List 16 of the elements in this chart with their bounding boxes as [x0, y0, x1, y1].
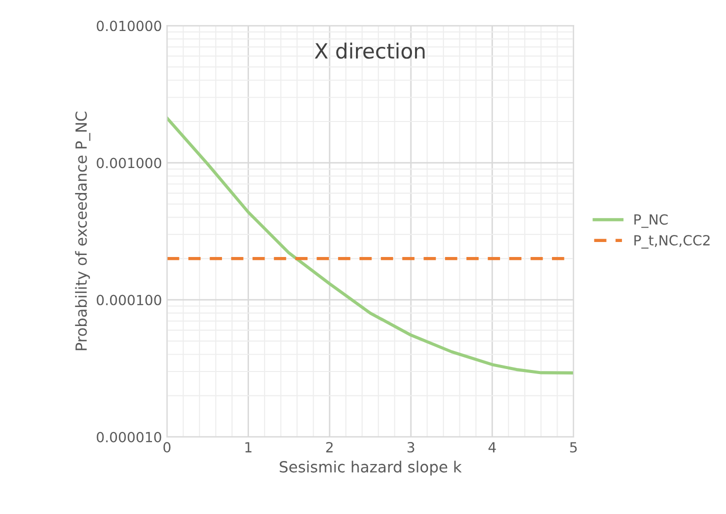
text: X direction [314, 42, 425, 59]
x-tick-label: 3 [408, 442, 414, 453]
x-axis-title: Sesismic hazard slope k [280, 460, 462, 476]
y-tick-label: 0.010000 [96, 20, 162, 32]
legend-label: P_NC [634, 214, 668, 228]
x-tick-label: 5 [570, 442, 577, 453]
y-tick-label: 0.001000 [96, 158, 162, 168]
y-axis-title: Probability of exceedance P_NC [75, 112, 90, 350]
line-series [166, 116, 574, 374]
y-tick-label: 0.000100 [96, 294, 162, 306]
x-tick-label: 2 [326, 442, 333, 452]
y-tick-label: 0.000010 [96, 432, 162, 442]
legend-label: P_t,NC,CC2 [634, 235, 710, 249]
x-tick-label: 0 [163, 442, 170, 453]
x-tick-label: 4 [488, 442, 496, 452]
x-tick-label: 1 [245, 442, 252, 452]
